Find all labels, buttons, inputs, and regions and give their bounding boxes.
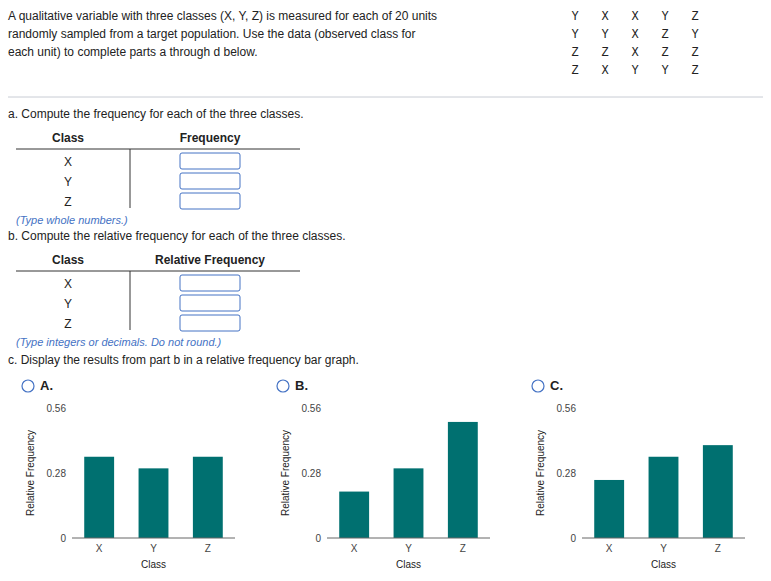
bar-chart: C. 0 0.28 0.56 X Y Z Class Relative Frequency: [532, 378, 745, 570]
grid-cell: Z: [691, 64, 698, 78]
input-box[interactable]: [180, 193, 240, 209]
y-tick-label: 0.28: [302, 468, 322, 479]
chart-title: C.: [550, 378, 563, 393]
x-tick-label: Z: [460, 543, 466, 554]
bar: [594, 480, 624, 538]
y-axis-label: Relative Frequency: [535, 430, 546, 516]
table-divider: [130, 149, 131, 208]
grid-cell: Y: [661, 64, 668, 78]
input-box[interactable]: [180, 173, 240, 189]
grid-cell: Z: [661, 28, 668, 42]
grid-cell: Z: [691, 10, 698, 24]
x-axis-line: [582, 538, 745, 539]
x-tick-label: Z: [715, 543, 721, 554]
input-box[interactable]: [180, 295, 240, 311]
y-tick-label: 0: [60, 533, 66, 544]
bar: [649, 457, 679, 538]
x-axis-label: Class: [396, 559, 421, 570]
x-tick-label: X: [351, 543, 358, 554]
table-header: Relative Frequency: [155, 253, 265, 267]
input-box[interactable]: [180, 315, 240, 331]
problem-line: A qualitative variable with three classe…: [8, 9, 437, 23]
table-row-label: Y: [64, 297, 72, 311]
bar: [139, 468, 169, 538]
input-box[interactable]: [180, 153, 240, 169]
y-tick-label: 0: [570, 533, 576, 544]
grid-cell: Y: [571, 10, 578, 24]
x-axis-line: [327, 538, 490, 539]
input-box[interactable]: [180, 275, 240, 291]
x-tick-label: Z: [205, 543, 211, 554]
x-axis-label: Class: [651, 559, 676, 570]
chart-title: A.: [40, 378, 53, 393]
y-tick-label: 0.28: [47, 468, 67, 479]
grid-cell: X: [631, 10, 638, 24]
table-note: (Type whole numbers.): [16, 214, 128, 226]
x-tick-label: X: [96, 543, 103, 554]
x-axis-label: Class: [141, 559, 166, 570]
grid-cell: Z: [601, 46, 608, 60]
grid-cell: X: [631, 28, 638, 42]
bar: [339, 492, 369, 538]
problem-text: A qualitative variable with three classe…: [8, 9, 437, 59]
bar: [448, 422, 478, 538]
grid-cell: Y: [571, 28, 578, 42]
x-tick-label: Y: [660, 543, 667, 554]
problem-line: randomly sampled from a target populatio…: [8, 27, 416, 41]
table-divider: [130, 271, 131, 330]
separator: [8, 97, 763, 98]
x-axis-line: [72, 538, 235, 539]
table-header: Class: [52, 253, 84, 267]
grid-cell: Y: [601, 28, 608, 42]
grid-cell: Y: [631, 64, 638, 78]
table-row-label: Z: [64, 317, 71, 331]
problem-line: each unit) to complete parts a through d…: [8, 45, 258, 59]
y-tick-label: 0.56: [47, 403, 67, 414]
bars: [84, 457, 223, 538]
grid-cell: X: [601, 10, 608, 24]
table-header: Class: [52, 131, 84, 145]
table-note: (Type integers or decimals. Do not round…: [16, 336, 222, 348]
grid-cell: Z: [571, 46, 578, 60]
grid-cell: X: [601, 64, 608, 78]
part-label: a. Compute the frequency for each of the…: [8, 107, 304, 121]
radio-button[interactable]: [22, 380, 34, 392]
y-tick-label: 0: [315, 533, 321, 544]
radio-button[interactable]: [277, 380, 289, 392]
radio-button[interactable]: [532, 380, 544, 392]
table-row-label: Y: [64, 175, 72, 189]
bar-chart: B. 0 0.28 0.56 X Y Z Class Relative Frequency: [277, 378, 490, 570]
grid-cell: Y: [661, 10, 668, 24]
bars: [339, 422, 478, 538]
table-header: Frequency: [180, 131, 241, 145]
x-tick-label: X: [606, 543, 613, 554]
y-tick-label: 0.56: [302, 403, 322, 414]
bar: [394, 468, 424, 538]
bar-chart: A. 0 0.28 0.56 X Y Z Class Relative Frequency: [22, 378, 235, 570]
table-rule: [16, 149, 300, 150]
table-row-label: Z: [64, 195, 71, 209]
bar: [193, 457, 223, 538]
y-tick-label: 0.56: [557, 403, 577, 414]
chart-title: B.: [295, 378, 308, 393]
x-tick-label: Y: [405, 543, 412, 554]
part-label: b. Compute the relative frequency for ea…: [8, 229, 346, 243]
table-row-label: X: [64, 155, 72, 169]
grid-cell: Z: [571, 64, 578, 78]
grid-cell: Z: [691, 46, 698, 60]
part-label: c. Display the results from part b in a …: [8, 353, 359, 367]
bar: [703, 445, 733, 538]
page: A qualitative variable with three classe…: [0, 0, 771, 581]
x-tick-label: Y: [150, 543, 157, 554]
grid-cell: Y: [691, 28, 698, 42]
table-rule: [16, 271, 300, 272]
y-axis-label: Relative Frequency: [280, 430, 291, 516]
y-tick-label: 0.28: [557, 468, 577, 479]
bars: [594, 445, 733, 538]
bar: [84, 457, 114, 538]
y-axis-label: Relative Frequency: [25, 430, 36, 516]
grid-cell: X: [631, 46, 638, 60]
table-row-label: X: [64, 277, 72, 291]
grid-cell: Z: [661, 46, 668, 60]
